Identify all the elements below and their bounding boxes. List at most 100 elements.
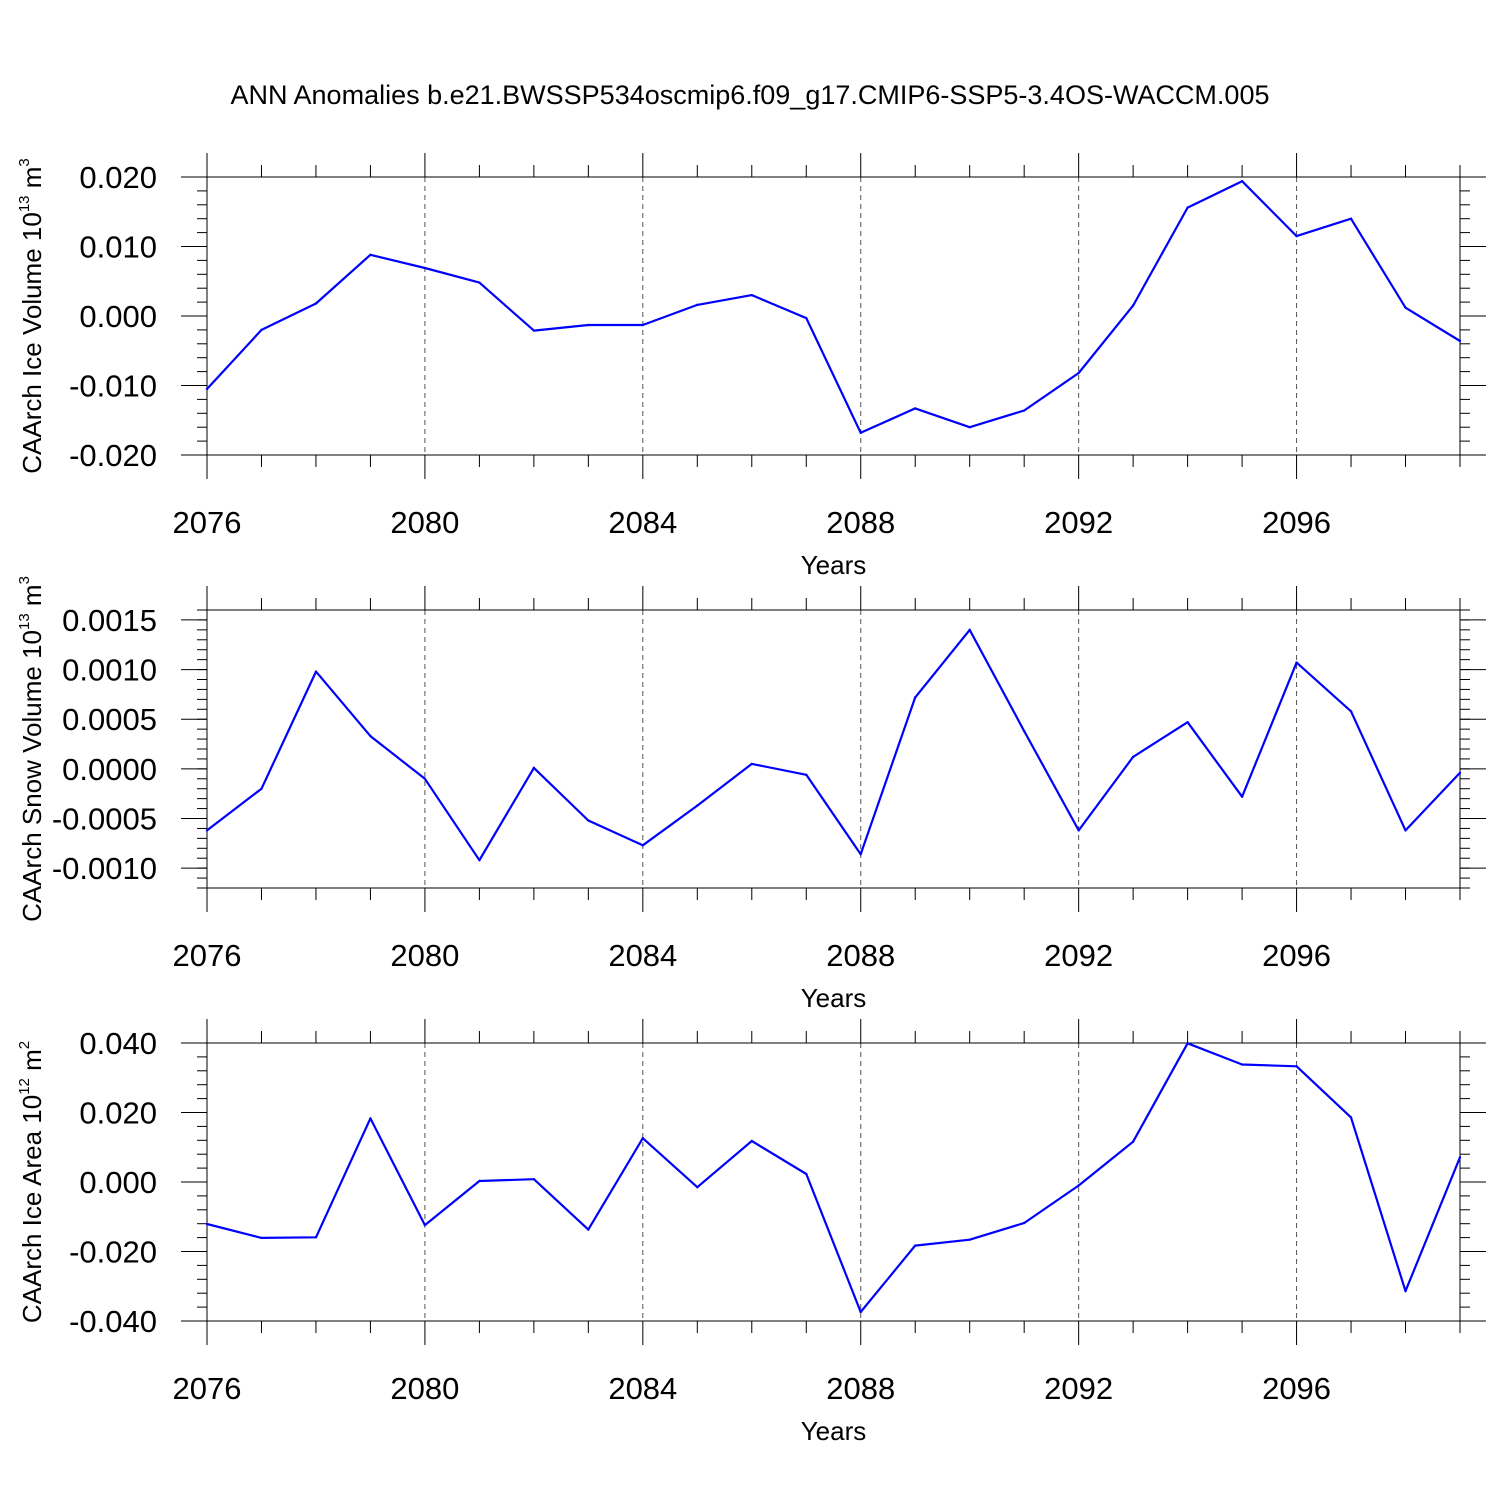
data-point	[1349, 1116, 1353, 1119]
data-point	[750, 762, 753, 766]
data-point	[1131, 304, 1135, 307]
x-tick-label: 2084	[608, 505, 677, 540]
y-tick-label: 0.0010	[62, 653, 157, 688]
data-point	[696, 804, 699, 807]
data-point	[750, 293, 753, 297]
data-point	[805, 1172, 808, 1176]
chart-title: ANN Anomalies b.e21.BWSSP534oscmip6.f09_…	[231, 80, 1270, 110]
data-point	[532, 766, 536, 770]
y-tick-label: -0.040	[69, 1304, 157, 1339]
x-tick-label: 2092	[1044, 505, 1113, 540]
data-point	[1404, 1289, 1407, 1293]
plot-frame	[206, 609, 1461, 889]
y-tick-label: 0.0015	[62, 603, 157, 638]
data-point	[968, 1238, 971, 1241]
y-axis-label: CAArch Ice Volume 1013 m3	[16, 158, 47, 474]
data-point	[805, 773, 808, 777]
data-point	[1022, 729, 1026, 733]
data-point	[1186, 206, 1189, 209]
data-point	[1458, 1156, 1462, 1159]
data-point	[423, 777, 427, 780]
data-point	[641, 1137, 645, 1140]
y-tick-label: -0.0010	[52, 851, 157, 886]
data-point	[914, 407, 917, 410]
data-point	[1295, 661, 1298, 664]
data-point	[1077, 371, 1080, 375]
data-point	[859, 431, 862, 434]
data-point	[532, 329, 536, 332]
y-tick-label: -0.010	[69, 369, 157, 404]
data-point	[205, 829, 209, 832]
x-tick-label: 2084	[608, 938, 677, 973]
data-point	[1349, 710, 1353, 713]
series-line-snow-volume	[206, 628, 1461, 862]
data-point	[205, 1222, 209, 1226]
data-point	[1295, 234, 1298, 238]
x-tick-label: 2084	[608, 1371, 677, 1406]
data-point	[1240, 179, 1244, 183]
data-point	[369, 1117, 372, 1120]
data-point	[1186, 720, 1189, 724]
x-tick-label: 2092	[1044, 1371, 1113, 1406]
y-tick-label: 0.010	[79, 230, 157, 265]
data-point	[260, 328, 263, 332]
plot-frame	[206, 1042, 1461, 1322]
data-point	[205, 387, 209, 391]
data-point	[1077, 829, 1080, 832]
data-point	[1131, 755, 1135, 759]
series-line-ice-area	[206, 1042, 1462, 1314]
data-point	[968, 426, 971, 429]
y-tick-label: 0.000	[79, 1165, 157, 1200]
panel-ice-area: 2076 2080 2084 2088 2092 2096 0.040 0.020 0.000 -…	[16, 1019, 1486, 1446]
data-point	[587, 819, 590, 822]
data-point	[1295, 1065, 1298, 1068]
y-axis-label: CAArch Ice Area 1012 m2	[16, 1041, 47, 1323]
x-tick-label: 2076	[173, 938, 242, 973]
y-tick-label: 0.020	[79, 1096, 157, 1131]
data-point	[1077, 1184, 1080, 1187]
x-axis-label: Years	[801, 1416, 867, 1446]
data-point	[369, 253, 372, 257]
data-point	[587, 1228, 590, 1231]
data-point	[478, 281, 481, 284]
panel-ice-volume: 2076 2080 2084 2088 2092 2096 0.020 0.010 0.000 -…	[16, 153, 1486, 580]
data-point	[696, 303, 699, 307]
data-point	[859, 853, 862, 856]
data-point	[641, 323, 645, 327]
data-point	[1240, 1063, 1244, 1066]
x-tick-label: 2080	[390, 505, 459, 540]
y-tick-label: 0.0005	[62, 702, 157, 737]
data-point	[750, 1139, 753, 1143]
data-point	[1404, 829, 1407, 832]
y-tick-label: 0.020	[79, 160, 157, 195]
x-tick-label: 2096	[1262, 505, 1331, 540]
data-point	[587, 323, 590, 327]
data-point	[478, 859, 481, 862]
data-point	[641, 844, 645, 847]
data-point	[805, 316, 808, 320]
data-point	[1458, 771, 1462, 775]
plot-frame	[206, 176, 1461, 456]
data-point	[914, 696, 917, 699]
y-tick-label: -0.020	[69, 1235, 157, 1270]
y-tick-label: -0.020	[69, 438, 157, 473]
data-point	[314, 1236, 318, 1239]
data-point	[696, 1186, 699, 1189]
x-tick-label: 2088	[826, 1371, 895, 1406]
data-point	[1186, 1042, 1189, 1045]
data-point	[532, 1178, 536, 1181]
panel-snow-volume: 2076 2080 2084 2088 2092 2096 0.0015 0.0010 0.00…	[16, 576, 1486, 1013]
data-point	[968, 628, 971, 632]
data-point	[1131, 1140, 1135, 1143]
y-tick-label: -0.0005	[52, 802, 157, 837]
data-point	[859, 1310, 862, 1314]
data-point	[423, 266, 427, 270]
x-tick-label: 2076	[173, 1371, 242, 1406]
y-tick-label: 0.040	[79, 1026, 157, 1061]
data-point	[1240, 795, 1244, 798]
x-tick-label: 2088	[826, 938, 895, 973]
data-point	[1349, 217, 1353, 220]
series-line-ice-volume	[206, 180, 1461, 434]
x-tick-label: 2096	[1262, 938, 1331, 973]
